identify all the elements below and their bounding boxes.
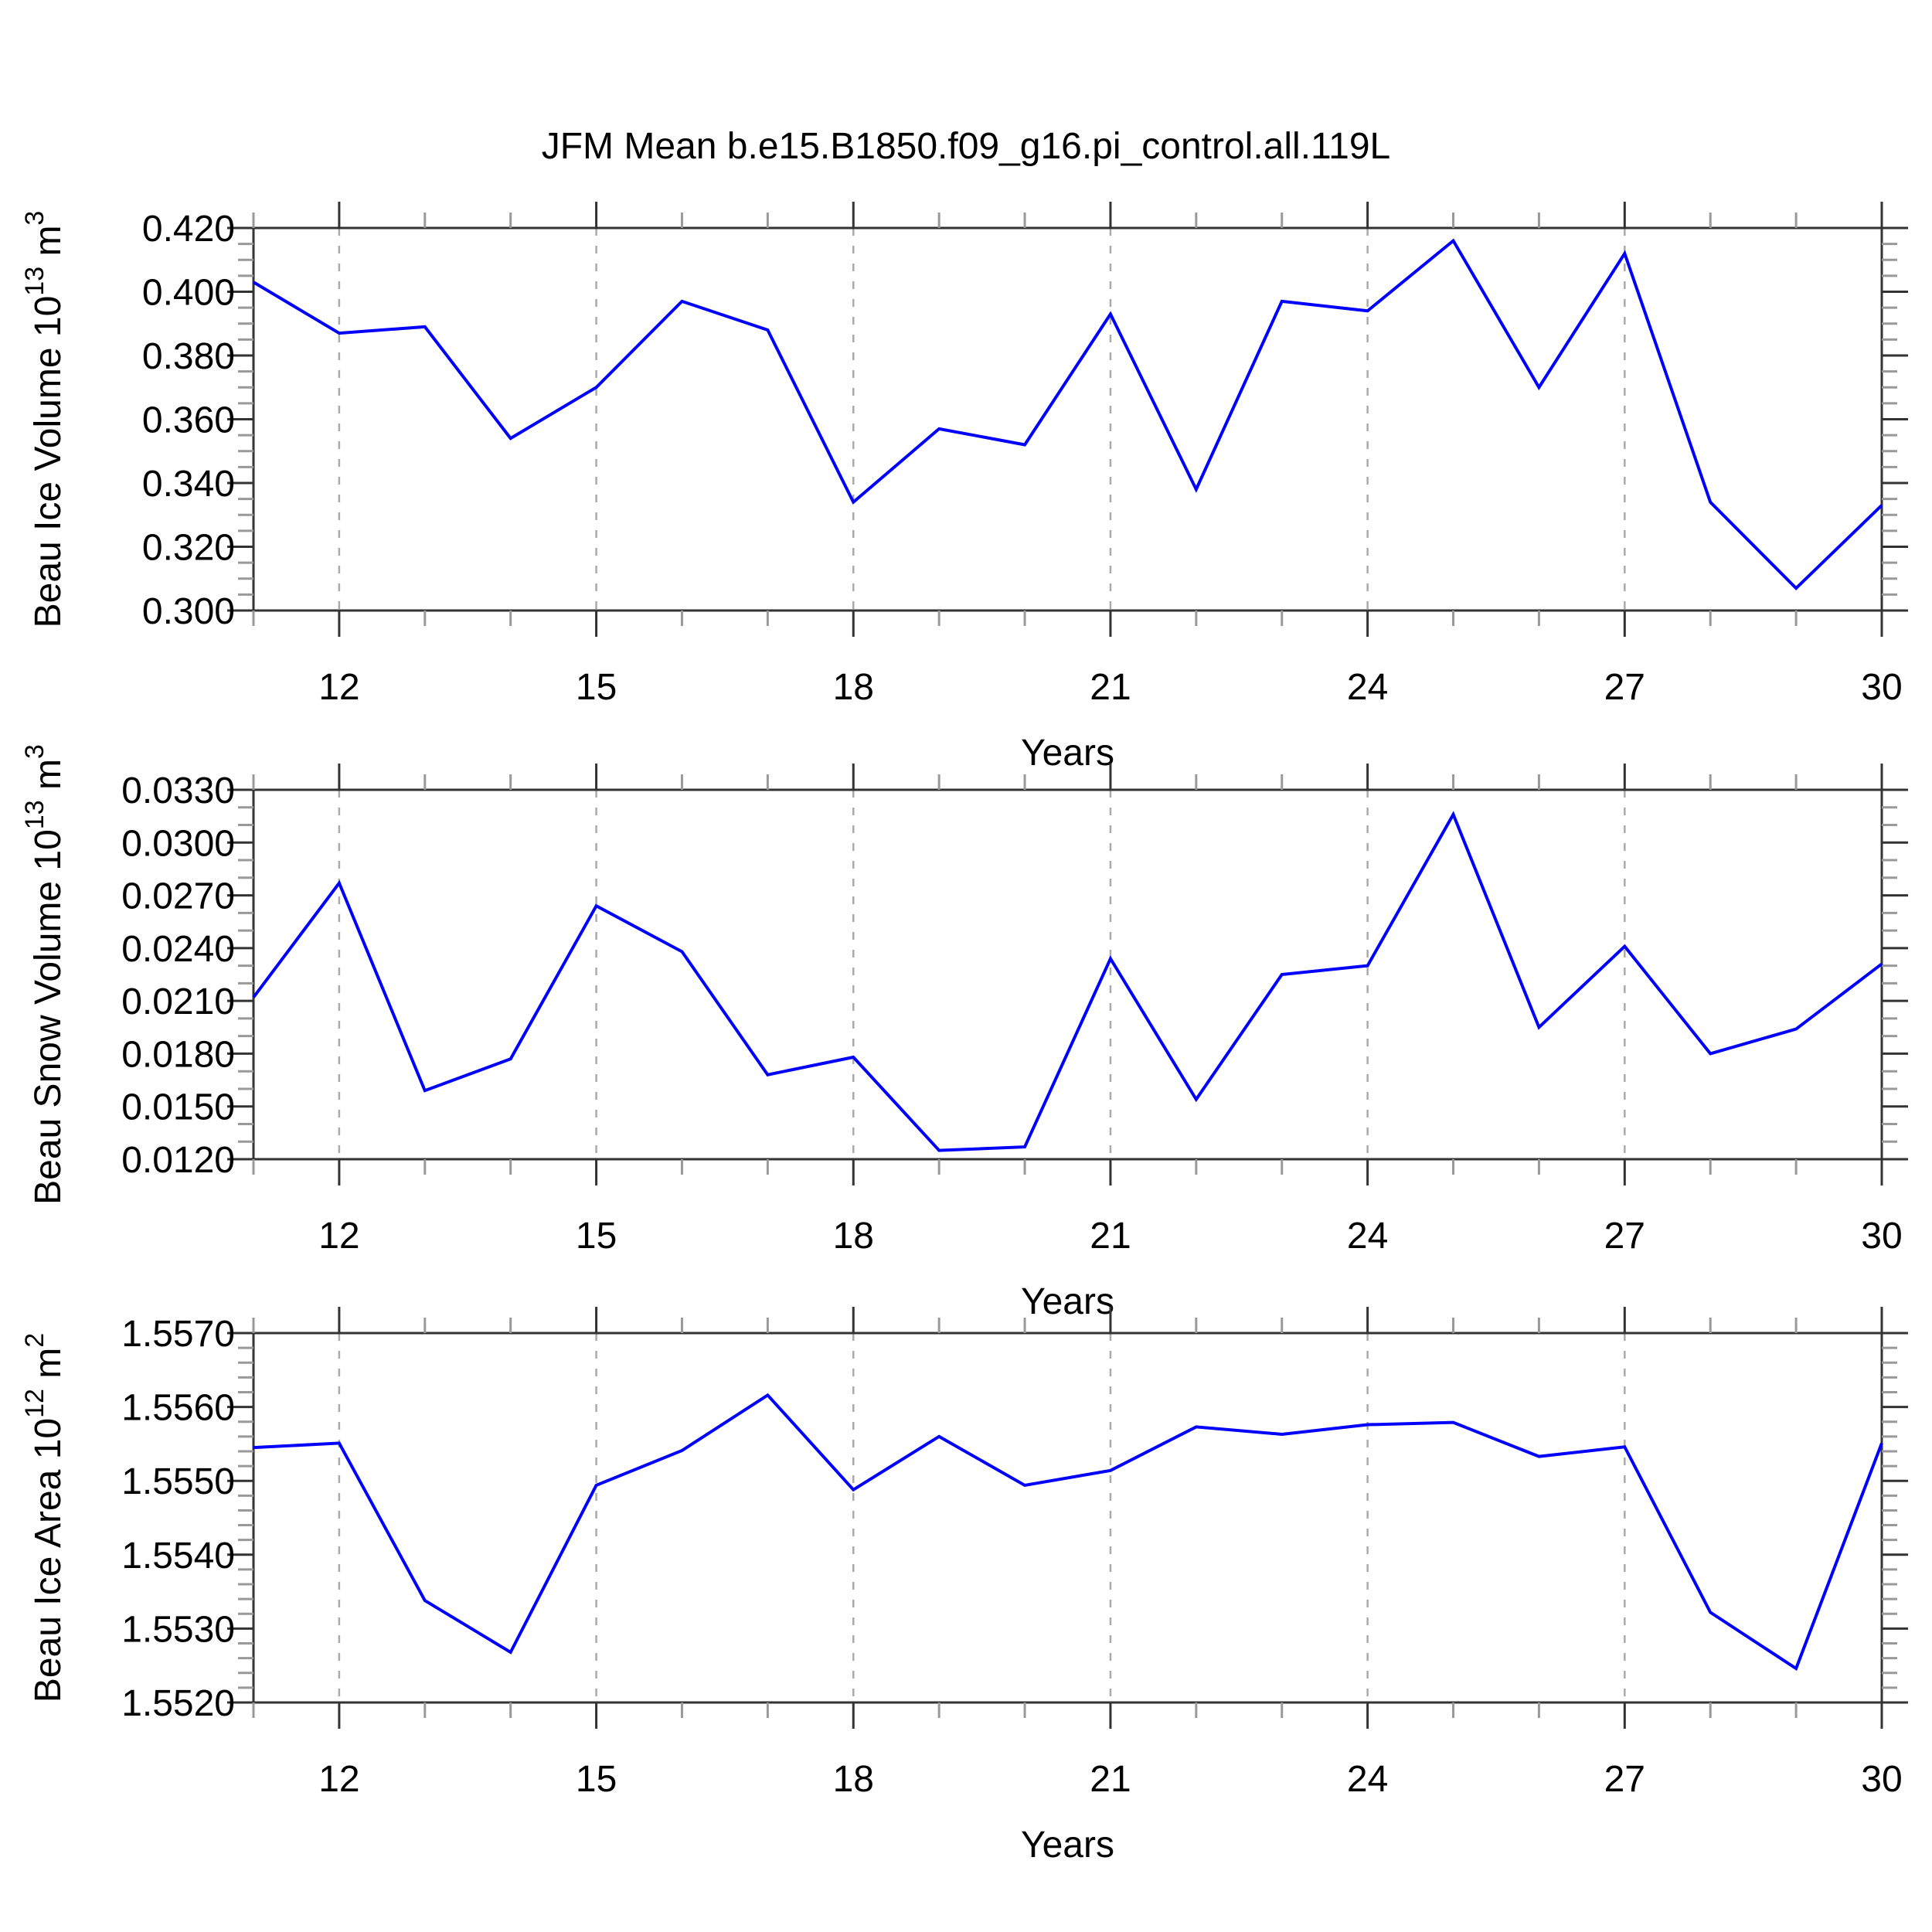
y-tick-label: 0.360 [142, 400, 235, 441]
data-line-beau-ice-volume [252, 238, 1883, 590]
y-axis-label: Beau Ice Area 1012 m2 [20, 1333, 69, 1702]
plot-frame [252, 1332, 1883, 1704]
y-tick-label: 1.5570 [121, 1314, 235, 1355]
y-tick-label: 0.300 [142, 591, 235, 632]
x-tick-label: 21 [1090, 667, 1131, 708]
x-tick-label: 18 [833, 1759, 874, 1800]
y-tick-label: 1.5520 [121, 1683, 235, 1724]
x-tick-label: 30 [1861, 1759, 1902, 1800]
y-tick-label: 1.5540 [121, 1536, 235, 1577]
x-tick-label: 15 [576, 667, 617, 708]
y-tick-label: 0.340 [142, 464, 235, 505]
x-tick-label: 30 [1861, 1216, 1902, 1257]
x-axis-label: Years [1021, 1281, 1114, 1322]
y-tick-label: 0.0210 [121, 981, 235, 1022]
chart-title: JFM Mean b.e15.B1850.f09_g16.pi_control.… [542, 126, 1391, 167]
x-tick-label: 27 [1604, 1216, 1645, 1257]
x-tick-label: 27 [1604, 1759, 1645, 1800]
y-axis-label: Beau Snow Volume 1013 m3 [20, 744, 69, 1205]
x-axis-label: Years [1021, 1825, 1114, 1866]
x-tick-label: 30 [1861, 667, 1902, 708]
x-tick-label: 24 [1347, 1216, 1388, 1257]
x-tick-label: 15 [576, 1216, 617, 1257]
y-tick-label: 0.0120 [121, 1140, 235, 1181]
y-tick-label: 1.5530 [121, 1609, 235, 1650]
x-tick-label: 12 [318, 1216, 359, 1257]
x-axis-label: Years [1021, 733, 1114, 774]
x-tick-label: 21 [1090, 1759, 1131, 1800]
x-tick-label: 18 [833, 667, 874, 708]
x-tick-label: 12 [318, 1759, 359, 1800]
y-tick-label: 0.0300 [121, 823, 235, 864]
x-tick-label: 24 [1347, 1759, 1388, 1800]
y-tick-label: 1.5560 [121, 1388, 235, 1429]
x-tick-label: 18 [833, 1216, 874, 1257]
y-axis-label: Beau Ice Volume 1013 m3 [20, 211, 69, 628]
y-tick-label: 0.0180 [121, 1034, 235, 1075]
panel-beau-ice-area: 1.5520 1.5530 1.5540 1.5550 1.5560 1.5570 12 15… [20, 1307, 1908, 1866]
x-tick-label: 15 [576, 1759, 617, 1800]
x-tick-label: 27 [1604, 667, 1645, 708]
x-tick-label: 12 [318, 667, 359, 708]
plot-frame [252, 788, 1883, 1161]
y-tick-label: 0.0240 [121, 929, 235, 970]
y-tick-label: 0.400 [142, 273, 235, 314]
panel-beau-snow-volume: 0.0120 0.0150 0.0180 0.0210 0.0240 0.0270 0.03… [20, 744, 1908, 1322]
y-tick-label: 0.420 [142, 209, 235, 250]
y-tick-label: 1.5550 [121, 1461, 235, 1502]
y-tick-label: 0.0330 [121, 770, 235, 811]
x-tick-label: 21 [1090, 1216, 1131, 1257]
data-line-beau-snow-volume [252, 811, 1883, 1152]
y-tick-label: 0.0150 [121, 1087, 235, 1128]
x-tick-label: 24 [1347, 667, 1388, 708]
y-tick-label: 0.320 [142, 528, 235, 569]
panel-beau-ice-volume: 0.300 0.320 0.340 0.360 0.380 0.400 0.420 12 15 1… [20, 202, 1908, 774]
y-tick-label: 0.380 [142, 336, 235, 377]
y-tick-label: 0.0270 [121, 876, 235, 917]
data-line-beau-ice-area [253, 1393, 1883, 1672]
